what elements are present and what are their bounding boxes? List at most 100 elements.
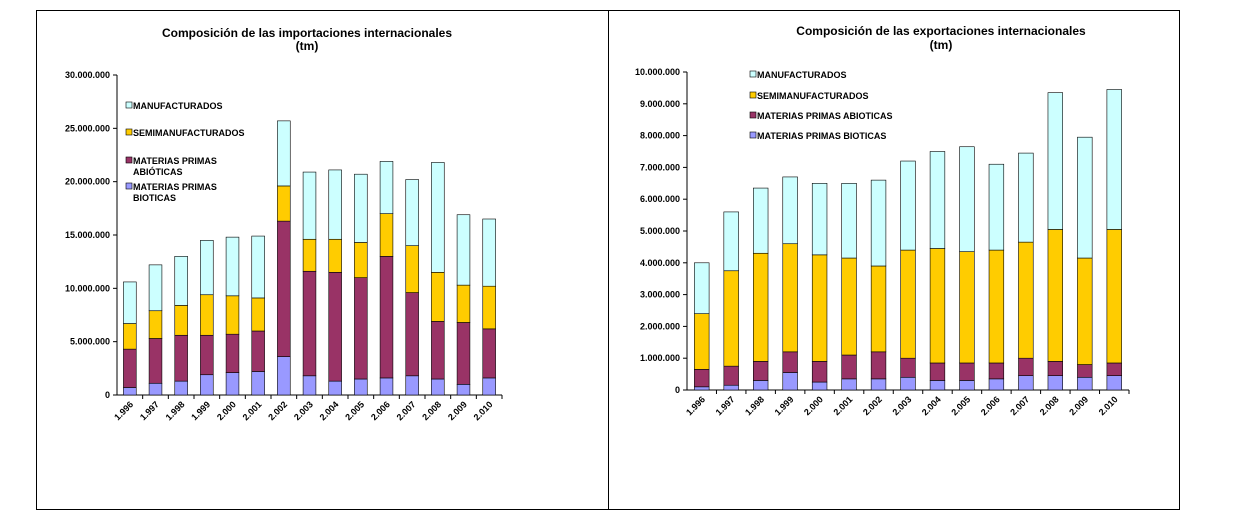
imports-bar-manufacturados <box>354 173 368 243</box>
exports-bar-manufacturados <box>694 262 710 314</box>
exports-x-tick-label: 1.998 <box>743 394 766 417</box>
imports-bar-materias-primas-abioticas <box>302 270 317 377</box>
imports-bar-manufacturados <box>174 256 188 306</box>
imports-bar-materias-primas-bioticas <box>123 387 137 396</box>
exports-x-tick-label: 2.004 <box>920 394 943 417</box>
imports-bar-materias-primas-abioticas <box>431 321 445 380</box>
imports-x-tick-label: 2.000 <box>215 399 238 422</box>
exports-bar-materias-primas-bioticas <box>900 376 916 391</box>
imports-chart-panel: Composición de las importaciones interna… <box>36 10 608 510</box>
imports-bar-materias-primas-abioticas <box>482 328 496 379</box>
imports-bar-materias-primas-bioticas <box>277 356 291 396</box>
exports-bar-materias-primas-bioticas <box>841 378 857 391</box>
exports-bar-materias-primas-abioticas <box>811 361 828 383</box>
imports-bar-manufacturados <box>251 235 265 299</box>
imports-x-tick-label: 1.997 <box>138 399 161 422</box>
exports-y-tick-label: 2.000.000 <box>640 321 680 331</box>
imports-bar-materias-primas-abioticas <box>328 272 342 382</box>
exports-bar-materias-primas-bioticas <box>723 384 739 391</box>
imports-x-tick-label: 1.998 <box>164 399 187 422</box>
exports-bar-materias-primas-abioticas <box>929 362 946 381</box>
exports-y-tick-label: 4.000.000 <box>640 258 680 268</box>
imports-chart: Composición de las importaciones interna… <box>65 26 503 422</box>
imports-x-tick-label: 2.003 <box>292 399 315 422</box>
imports-y-tick-label: 10.000.000 <box>65 283 110 293</box>
imports-bar-semimanufacturados <box>174 305 188 336</box>
exports-y-tick-label: 6.000.000 <box>640 194 680 204</box>
imports-bar-materias-primas-abioticas <box>456 322 471 385</box>
exports-x-tick-label: 2.002 <box>861 394 884 417</box>
exports-bar-materias-primas-bioticas <box>929 380 946 391</box>
exports-bar-semimanufacturados <box>1018 241 1034 359</box>
exports-bar-manufacturados <box>723 211 739 272</box>
imports-x-tick-label: 2.006 <box>369 399 392 422</box>
imports-bar-manufacturados <box>328 169 342 240</box>
imports-x-tick-label: 2.007 <box>395 399 418 422</box>
imports-bar-materias-primas-bioticas <box>482 377 496 396</box>
exports-bar-materias-primas-abioticas <box>1018 357 1034 376</box>
imports-bar-manufacturados <box>148 264 163 312</box>
exports-x-tick-label: 2.008 <box>1038 394 1061 417</box>
exports-bar-manufacturados <box>988 163 1005 251</box>
imports-legend-label: BIOTICAS <box>133 193 176 203</box>
exports-bar-manufacturados <box>1077 136 1093 259</box>
exports-legend-swatch <box>749 70 757 78</box>
imports-x-tick-label: 2.008 <box>420 399 443 422</box>
exports-y-tick-label: 10.000.000 <box>635 67 680 77</box>
exports-bar-semimanufacturados <box>929 248 946 364</box>
imports-y-tick-label: 5.000.000 <box>70 337 110 347</box>
exports-bar-materias-primas-bioticas <box>811 381 828 391</box>
exports-bar-semimanufacturados <box>811 254 828 362</box>
imports-bar-materias-primas-bioticas <box>148 382 163 396</box>
imports-bar-materias-primas-abioticas <box>405 292 419 377</box>
imports-bar-materias-primas-bioticas <box>379 377 394 396</box>
exports-y-tick-label: 9.000.000 <box>640 99 680 109</box>
exports-x-tick-label: 2.009 <box>1067 394 1090 417</box>
imports-bar-semimanufacturados <box>456 284 471 323</box>
imports-bar-semimanufacturados <box>123 323 137 350</box>
exports-y-tick-label: 7.000.000 <box>640 162 680 172</box>
exports-bar-materias-primas-abioticas <box>1106 362 1122 376</box>
exports-chart-panel: Composición de las exportaciones interna… <box>608 10 1180 510</box>
exports-bar-materias-primas-abioticas <box>753 361 769 381</box>
exports-x-tick-label: 1.999 <box>773 394 796 417</box>
imports-bar-manufacturados <box>482 218 496 287</box>
imports-bar-materias-primas-abioticas <box>277 220 291 357</box>
imports-bar-materias-primas-abioticas <box>148 338 163 384</box>
imports-bar-manufacturados <box>379 161 394 214</box>
imports-y-tick-label: 30.000.000 <box>65 70 110 80</box>
imports-chart-title: Composición de las importaciones interna… <box>162 26 452 53</box>
exports-legend-label: MANUFACTURADOS <box>757 70 847 80</box>
exports-x-tick-label: 1.996 <box>684 394 707 417</box>
imports-bar-materias-primas-abioticas <box>174 334 188 382</box>
imports-bar-materias-primas-bioticas <box>251 371 265 396</box>
exports-chart: Composición de las exportaciones interna… <box>635 24 1130 417</box>
imports-bar-manufacturados <box>431 162 445 273</box>
exports-y-tick-label: 1.000.000 <box>640 353 680 363</box>
exports-legend-label: MATERIAS PRIMAS BIOTICAS <box>757 131 886 141</box>
exports-bar-materias-primas-abioticas <box>1077 364 1093 378</box>
exports-bar-semimanufacturados <box>1106 229 1122 364</box>
imports-bar-materias-primas-abioticas <box>354 277 368 380</box>
imports-bar-semimanufacturados <box>251 297 265 332</box>
imports-bar-materias-primas-bioticas <box>200 374 214 396</box>
exports-bar-manufacturados <box>753 187 769 254</box>
imports-bar-materias-primas-bioticas <box>174 380 188 396</box>
exports-bar-semimanufacturados <box>988 249 1005 364</box>
exports-x-tick-label: 1.997 <box>714 394 737 417</box>
imports-x-tick-label: 2.004 <box>318 399 341 422</box>
exports-x-tick-label: 2.010 <box>1097 394 1120 417</box>
imports-legend-swatch <box>125 182 133 190</box>
imports-bar-semimanufacturados <box>405 245 419 293</box>
imports-y-tick-label: 20.000.000 <box>65 177 110 187</box>
imports-legend-label: SEMIMANUFACTURADOS <box>133 128 245 138</box>
exports-bar-semimanufacturados <box>723 270 739 367</box>
exports-bar-materias-primas-abioticas <box>870 351 887 380</box>
exports-x-tick-label: 2.003 <box>890 394 913 417</box>
exports-bar-materias-primas-bioticas <box>988 378 1005 391</box>
imports-title-line: (tm) <box>296 39 319 53</box>
imports-bar-materias-primas-bioticas <box>302 375 317 396</box>
exports-bar-semimanufacturados <box>900 249 916 359</box>
imports-bar-materias-primas-bioticas <box>354 378 368 396</box>
exports-x-tick-label: 2.006 <box>979 394 1002 417</box>
